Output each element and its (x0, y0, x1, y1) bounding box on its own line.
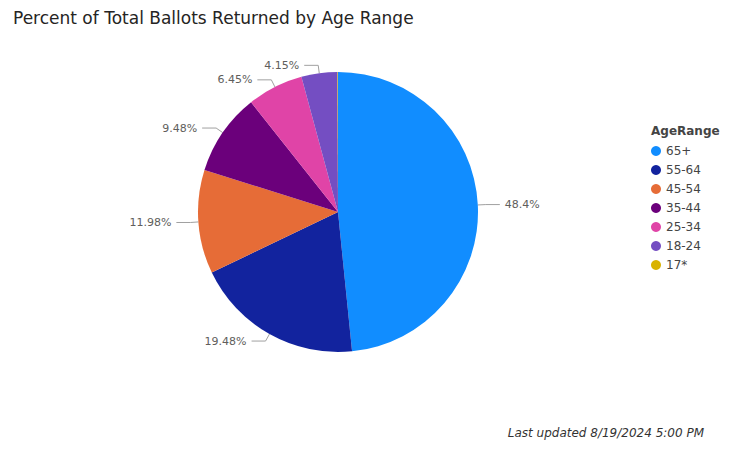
svg-text:AgeRange: AgeRange (651, 124, 720, 138)
svg-text:35-44: 35-44 (666, 201, 701, 215)
svg-text:18-24: 18-24 (666, 239, 701, 253)
svg-text:4.15%: 4.15% (264, 59, 299, 72)
svg-text:9.48%: 9.48% (162, 122, 197, 135)
svg-text:6.45%: 6.45% (217, 73, 252, 86)
svg-text:Last updated 8/19/2024 5:00 PM: Last updated 8/19/2024 5:00 PM (508, 426, 705, 440)
svg-text:45-54: 45-54 (666, 182, 701, 196)
svg-text:55-64: 55-64 (666, 163, 701, 177)
svg-text:17*: 17* (666, 258, 687, 272)
svg-text:Percent of Total Ballots Retur: Percent of Total Ballots Returned by Age… (13, 8, 414, 28)
svg-text:65+: 65+ (666, 144, 691, 158)
svg-text:48.4%: 48.4% (505, 198, 540, 211)
svg-text:11.98%: 11.98% (129, 216, 171, 229)
svg-text:19.48%: 19.48% (205, 335, 247, 348)
svg-text:25-34: 25-34 (666, 220, 701, 234)
